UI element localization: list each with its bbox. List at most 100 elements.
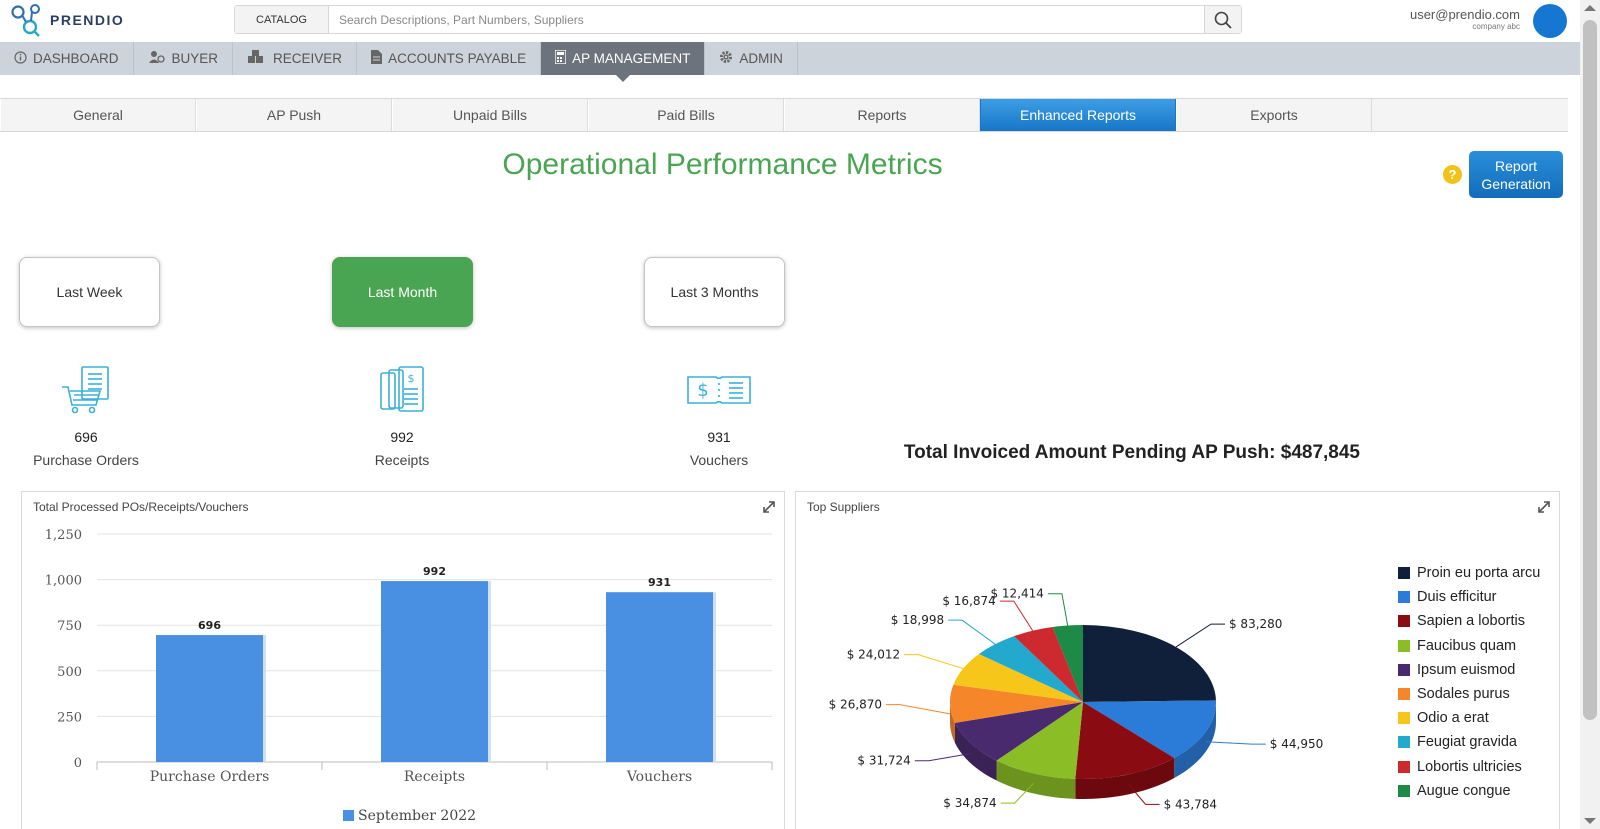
pie-slice — [1075, 702, 1175, 779]
legend-label: Duis efficitur — [1417, 589, 1497, 606]
help-icon[interactable]: ? — [1443, 165, 1462, 184]
scroll-down-arrow[interactable] — [1584, 818, 1596, 824]
pie-labels: $ 83,280 $ 44,950 $ 43,784 $ 34,874 $ 31,724… — [829, 587, 1324, 812]
report-generation-button[interactable]: Report Generation — [1469, 151, 1563, 198]
bar-value-label: 931 — [648, 576, 671, 589]
logo-text: PRENDIO — [50, 12, 125, 28]
last-week-button[interactable]: Last Week — [19, 257, 160, 327]
legend-item[interactable]: Faucibus quam — [1398, 634, 1540, 658]
pie-leader-line — [1128, 784, 1160, 805]
last-3-months-button[interactable]: Last 3 Months — [644, 257, 785, 327]
pie-value-label: $ 18,998 — [891, 613, 944, 627]
nav-ap-management[interactable]: AP MANAGEMENT — [541, 42, 706, 82]
y-tick-label: 1,250 — [45, 528, 82, 543]
legend-swatch — [343, 810, 354, 821]
pie-chart-panel: Top Suppliers $ 83,280 $ 44,950 $ 43,784 $ … — [795, 491, 1560, 829]
tab-ap-push[interactable]: AP Push — [196, 99, 392, 131]
scroll-up-arrow[interactable] — [1584, 5, 1596, 11]
search-input[interactable] — [329, 6, 1204, 33]
calculator-icon — [554, 49, 567, 67]
legend-label: Sapien a lobortis — [1417, 613, 1526, 630]
x-tick-label: Receipts — [404, 769, 465, 785]
pie-leader-line — [914, 752, 972, 762]
legend-item[interactable]: Feugiat gravida — [1398, 730, 1540, 754]
legend-label: Sodales purus — [1417, 686, 1510, 703]
legend-label: Proin eu porta arcu — [1417, 565, 1541, 582]
nav-dashboard[interactable]: DASHBOARD — [0, 42, 134, 75]
nav-receiver[interactable]: RECEIVER — [233, 42, 358, 75]
buyer-icon — [148, 50, 166, 67]
bar-value-label: 992 — [423, 565, 446, 578]
pending-ap-total: Total Invoiced Amount Pending AP Push: $… — [903, 442, 1360, 463]
pie-top — [950, 625, 1216, 779]
y-tick-label: 500 — [57, 665, 82, 680]
pie-leader-line — [948, 619, 996, 645]
legend-swatch — [1398, 663, 1410, 676]
scroll-thumb[interactable] — [1583, 20, 1597, 720]
pie-leader-line — [904, 654, 964, 670]
pie-slice — [950, 684, 1083, 723]
legend-item[interactable]: Duis efficitur — [1398, 585, 1540, 609]
svg-text:$: $ — [697, 380, 708, 401]
tab-exports[interactable]: Exports — [1176, 99, 1372, 131]
pie-value-label: $ 43,784 — [1164, 797, 1217, 811]
user-email: user@prendio.com — [1409, 7, 1520, 22]
legend-item[interactable]: Odio a erat — [1398, 706, 1540, 730]
nav-accounts-payable[interactable]: ACCOUNTS PAYABLE — [357, 42, 542, 75]
bar-edge — [263, 635, 266, 762]
legend-item[interactable]: Lobortis ultricies — [1398, 755, 1540, 779]
user-company: company abc — [1472, 22, 1520, 31]
metric-vouchers: $ 931 Vouchers — [639, 365, 799, 468]
nav-accounts-payable-label: ACCOUNTS PAYABLE — [388, 51, 527, 66]
nav-buyer[interactable]: BUYER — [134, 42, 234, 75]
bar — [156, 635, 263, 762]
page-title: Operational Performance Metrics — [502, 148, 943, 181]
metric-value: 696 — [74, 429, 98, 445]
pie-leader-line — [1047, 593, 1069, 626]
search-button[interactable] — [1204, 6, 1241, 33]
user-info[interactable]: user@prendio.com company abc — [1390, 7, 1520, 31]
legend-swatch — [1398, 639, 1410, 652]
bar — [381, 581, 488, 762]
pie-leader-line — [1205, 741, 1266, 745]
legend-item[interactable]: Proin eu porta arcu — [1398, 561, 1540, 585]
gear-icon — [719, 50, 733, 67]
legend-label: Odio a erat — [1417, 710, 1489, 727]
bar-chart-panel: Total Processed POs/Receipts/Vouchers 0 2… — [21, 491, 785, 829]
nav-ap-management-label: AP MANAGEMENT — [572, 51, 691, 66]
legend-swatch — [1398, 712, 1410, 725]
catalog-button[interactable]: CATALOG — [235, 6, 329, 33]
y-tick-label: 0 — [74, 756, 82, 771]
expand-icon[interactable] — [762, 500, 776, 519]
tab-unpaid-bills[interactable]: Unpaid Bills — [392, 99, 588, 131]
legend-swatch — [1398, 760, 1410, 773]
vertical-scrollbar[interactable] — [1580, 0, 1600, 829]
x-tick-label: Vouchers — [626, 769, 692, 785]
sub-tabs: General AP Push Unpaid Bills Paid Bills … — [0, 98, 1568, 132]
pie-leader-line — [999, 600, 1034, 631]
pie-slice — [1052, 625, 1083, 702]
tab-general[interactable]: General — [0, 99, 196, 131]
pie-chart: $ 83,280 $ 44,950 $ 43,784 $ 34,874 $ 31,724… — [829, 587, 1324, 812]
nav-admin[interactable]: ADMIN — [705, 42, 798, 75]
legend-item[interactable]: Sapien a lobortis — [1398, 609, 1540, 633]
tab-enhanced-reports[interactable]: Enhanced Reports — [980, 99, 1176, 131]
legend-item[interactable]: Augue congue — [1398, 779, 1540, 803]
pie-slice — [1083, 700, 1216, 759]
y-tick-label: 1,000 — [45, 574, 82, 589]
last-month-button[interactable]: Last Month — [332, 257, 473, 327]
panel-title: Total Processed POs/Receipts/Vouchers — [33, 500, 249, 514]
pie-slice — [1083, 625, 1216, 702]
expand-icon[interactable] — [1537, 500, 1551, 519]
tab-reports[interactable]: Reports — [784, 99, 980, 131]
legend-item[interactable]: Ipsum euismod — [1398, 658, 1540, 682]
avatar[interactable] — [1533, 4, 1567, 38]
bar-edge — [713, 592, 716, 762]
legend-swatch — [1398, 591, 1410, 604]
legend-item[interactable]: Sodales purus — [1398, 682, 1540, 706]
catalog-search: CATALOG — [234, 5, 1242, 34]
pie-value-label: $ 34,874 — [943, 796, 996, 810]
tab-paid-bills[interactable]: Paid Bills — [588, 99, 784, 131]
nav-admin-label: ADMIN — [739, 51, 783, 66]
prendio-logo[interactable]: PRENDIO — [10, 3, 124, 37]
